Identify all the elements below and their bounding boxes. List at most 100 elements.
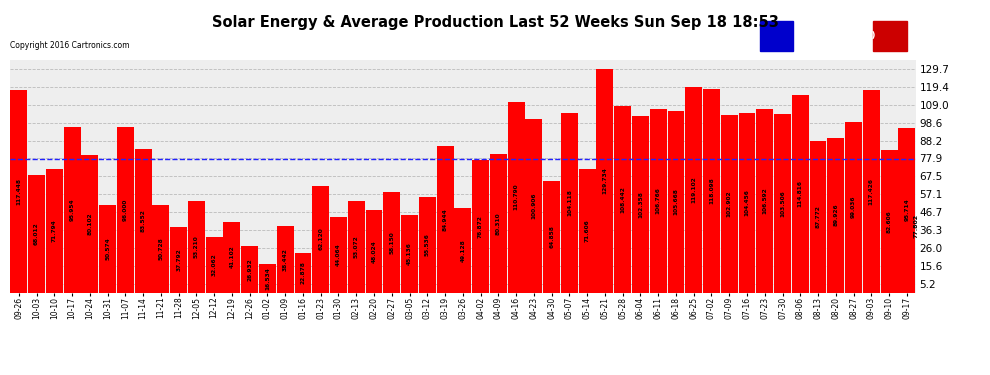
Bar <box>703 89 720 292</box>
Text: 95.714: 95.714 <box>905 199 910 222</box>
Text: 110.790: 110.790 <box>514 184 519 210</box>
Text: 22.878: 22.878 <box>301 261 306 284</box>
Bar <box>242 246 258 292</box>
Text: 71.606: 71.606 <box>585 219 590 242</box>
Bar <box>597 69 614 292</box>
Text: 105.668: 105.668 <box>673 188 678 215</box>
Text: 96.000: 96.000 <box>123 199 128 221</box>
Text: 119.102: 119.102 <box>691 177 696 203</box>
Text: 68.012: 68.012 <box>34 222 39 245</box>
Bar <box>792 95 809 292</box>
Text: 117.426: 117.426 <box>869 178 874 205</box>
Text: 102.358: 102.358 <box>638 191 643 218</box>
Bar <box>881 150 898 292</box>
Bar <box>649 109 666 292</box>
Bar <box>63 127 80 292</box>
Bar <box>739 112 755 292</box>
Bar <box>365 210 382 292</box>
Text: 55.536: 55.536 <box>425 233 430 256</box>
Text: 48.024: 48.024 <box>371 240 376 262</box>
Text: 37.792: 37.792 <box>176 249 181 272</box>
Text: 84.944: 84.944 <box>443 208 447 231</box>
Bar <box>295 253 312 292</box>
Text: 80.310: 80.310 <box>496 212 501 235</box>
Bar <box>401 215 418 292</box>
Bar <box>170 227 187 292</box>
Text: 87.772: 87.772 <box>816 206 821 228</box>
Bar <box>561 113 578 292</box>
Bar <box>28 176 45 292</box>
Text: 95.954: 95.954 <box>69 198 74 221</box>
Text: 100.906: 100.906 <box>532 192 537 219</box>
Text: 16.534: 16.534 <box>265 267 270 290</box>
Bar <box>277 226 294 292</box>
Text: 50.728: 50.728 <box>158 237 163 260</box>
Text: 89.926: 89.926 <box>834 204 839 226</box>
Text: 50.574: 50.574 <box>105 238 110 260</box>
Bar <box>259 264 276 292</box>
Bar <box>667 111 684 292</box>
Bar <box>10 90 27 292</box>
Text: 32.062: 32.062 <box>212 254 217 276</box>
Bar <box>46 169 62 292</box>
Text: 45.136: 45.136 <box>407 242 412 265</box>
Bar <box>99 206 116 292</box>
Bar <box>614 106 631 292</box>
Text: 103.506: 103.506 <box>780 190 785 217</box>
Bar <box>419 197 436 292</box>
Text: 114.816: 114.816 <box>798 180 803 207</box>
Bar <box>845 122 862 292</box>
Bar <box>774 114 791 292</box>
Text: Solar Energy & Average Production Last 52 Weeks Sun Sep 18 18:53: Solar Energy & Average Production Last 5… <box>212 15 778 30</box>
Text: 26.932: 26.932 <box>248 258 252 280</box>
Text: 129.734: 129.734 <box>603 167 608 194</box>
Text: 76.872: 76.872 <box>478 215 483 238</box>
Text: 80.102: 80.102 <box>87 212 92 235</box>
Bar <box>81 154 98 292</box>
Text: 58.150: 58.150 <box>389 231 394 254</box>
Bar <box>873 21 907 51</box>
Bar <box>721 115 738 292</box>
Bar <box>828 138 844 292</box>
Bar <box>454 208 471 292</box>
Text: 102.902: 102.902 <box>727 190 732 217</box>
Bar <box>863 90 880 292</box>
Text: 71.794: 71.794 <box>51 219 56 242</box>
Bar <box>117 127 134 292</box>
Bar <box>472 160 489 292</box>
Text: 44.064: 44.064 <box>336 243 341 266</box>
Text: Weekly (kWh): Weekly (kWh) <box>911 31 981 40</box>
Text: 53.072: 53.072 <box>353 236 358 258</box>
Text: 38.442: 38.442 <box>283 248 288 271</box>
Text: 108.442: 108.442 <box>620 186 625 213</box>
Text: 99.036: 99.036 <box>851 196 856 219</box>
Bar <box>347 201 364 292</box>
Bar <box>508 102 525 292</box>
Text: 104.456: 104.456 <box>744 189 749 216</box>
Bar <box>437 146 453 292</box>
Bar <box>188 201 205 292</box>
Bar <box>206 237 223 292</box>
Text: Copyright 2016 Cartronics.com: Copyright 2016 Cartronics.com <box>10 41 130 50</box>
Text: 106.592: 106.592 <box>762 188 767 214</box>
Bar <box>330 217 346 292</box>
Bar <box>579 169 596 292</box>
Bar <box>383 192 400 292</box>
Bar <box>685 87 702 292</box>
Bar <box>526 119 543 292</box>
Bar <box>756 109 773 292</box>
Bar <box>544 181 560 292</box>
Bar <box>135 148 151 292</box>
Text: 77.802: 77.802 <box>913 213 919 238</box>
Text: 104.118: 104.118 <box>567 189 572 216</box>
Text: 83.552: 83.552 <box>141 209 146 232</box>
Text: Average (kWh): Average (kWh) <box>800 31 875 40</box>
Bar <box>632 116 648 292</box>
Bar <box>312 186 329 292</box>
Bar <box>152 205 169 292</box>
Text: 53.210: 53.210 <box>194 235 199 258</box>
Text: 117.448: 117.448 <box>16 178 21 205</box>
Bar <box>810 141 827 292</box>
Text: 49.128: 49.128 <box>460 239 465 262</box>
Text: 118.098: 118.098 <box>709 177 714 204</box>
